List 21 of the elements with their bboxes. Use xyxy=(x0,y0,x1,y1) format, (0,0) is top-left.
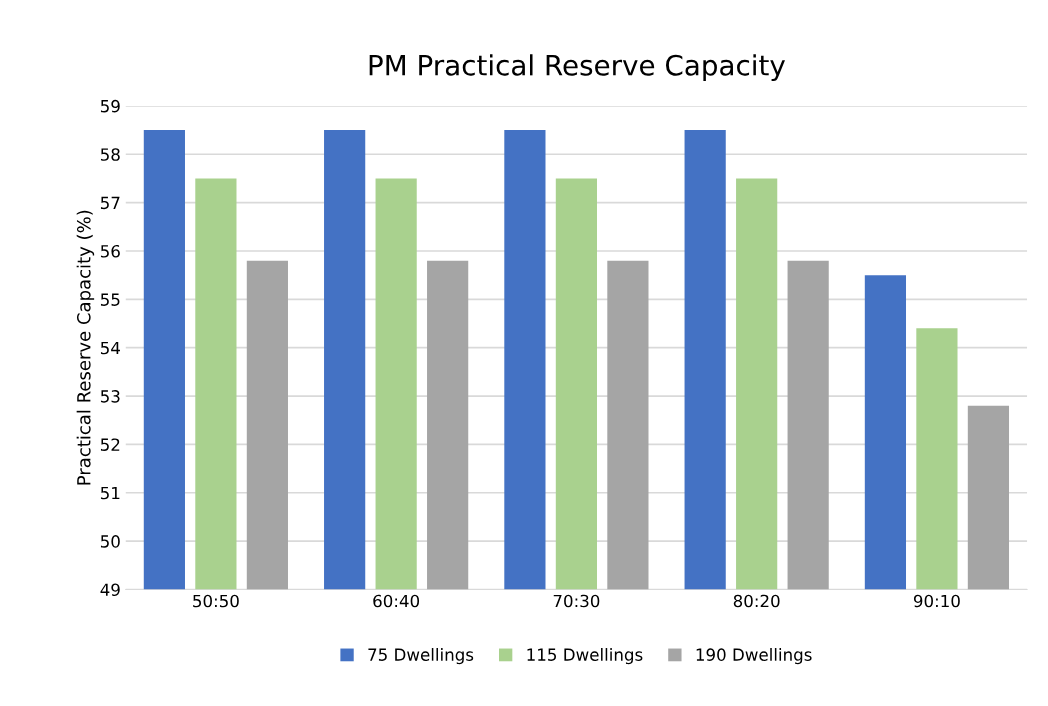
chart-title: PM Practical Reserve Capacity xyxy=(369,54,785,82)
y-tick-label: 51 xyxy=(100,486,120,500)
x-tick-label: 60:40 xyxy=(373,594,420,608)
x-tick-label: 90:10 xyxy=(913,594,960,608)
y-tick-label: 59 xyxy=(100,99,120,113)
y-tick-label: 54 xyxy=(100,341,120,355)
y-tick-label: 50 xyxy=(100,535,120,548)
y-tick-label: 56 xyxy=(100,244,120,258)
y-tick-label: 55 xyxy=(100,293,120,306)
y-tick-label: 58 xyxy=(100,148,120,161)
y-axis-title: Practical Reserve Capacity (%) xyxy=(76,210,95,485)
y-tick-label: 53 xyxy=(100,390,120,403)
y-tick-label: 49 xyxy=(100,583,120,597)
legend-label: 190 Dwellings xyxy=(696,648,812,665)
legend-label: 75 Dwellings xyxy=(368,648,474,665)
legend-label: 115 Dwellings xyxy=(527,648,643,665)
x-tick-label: 50:50 xyxy=(193,594,239,608)
x-tick-label: 80:20 xyxy=(733,594,780,608)
y-tick-label: 52 xyxy=(100,438,120,451)
x-tick-label: 70:30 xyxy=(553,594,600,608)
y-tick-label: 57 xyxy=(100,196,120,210)
